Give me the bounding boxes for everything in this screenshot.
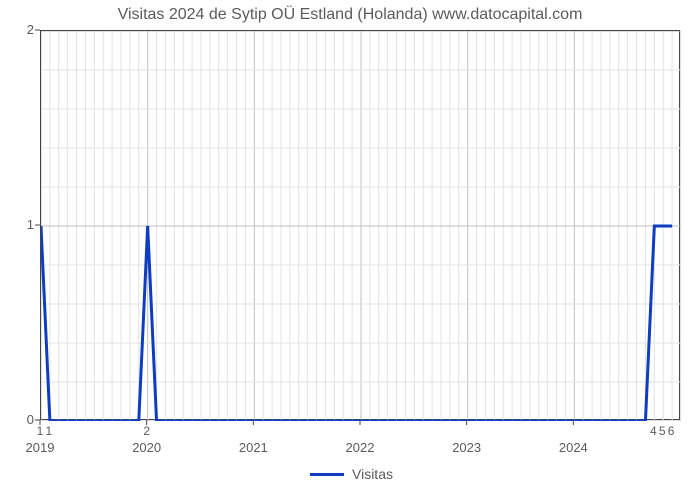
y-tick-label: 0 [10, 412, 34, 427]
legend-swatch [310, 473, 344, 476]
x-sub-label: 6 [668, 424, 675, 438]
legend-label: Visitas [352, 466, 393, 482]
legend: Visitas [310, 466, 393, 482]
y-tick-label: 1 [10, 217, 34, 232]
x-tick-label: 2019 [26, 440, 55, 455]
y-tick-label: 2 [10, 22, 34, 37]
x-sub-label: 1 [37, 424, 44, 438]
x-sub-label: 5 [659, 424, 666, 438]
overlay-ticks [0, 0, 700, 500]
x-sub-label: 2 [143, 424, 150, 438]
x-tick-label: 2023 [452, 440, 481, 455]
x-tick-label: 2021 [239, 440, 268, 455]
x-sub-label: 1 [46, 424, 53, 438]
x-sub-label: 4 [650, 424, 657, 438]
x-tick-label: 2020 [132, 440, 161, 455]
x-tick-label: 2024 [559, 440, 588, 455]
x-tick-label: 2022 [346, 440, 375, 455]
chart-container: Visitas 2024 de Sytip OÜ Estland (Holand… [0, 0, 700, 500]
